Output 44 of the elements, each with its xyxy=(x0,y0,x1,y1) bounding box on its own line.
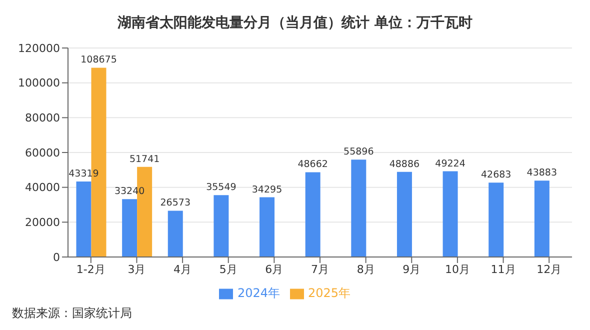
x-tick-label: 12月 xyxy=(536,262,562,276)
bar xyxy=(260,197,275,257)
data-label: 48886 xyxy=(389,158,420,170)
y-tick-label: 0 xyxy=(53,250,60,264)
data-label: 55896 xyxy=(344,146,374,158)
data-label: 35549 xyxy=(206,182,236,194)
bar xyxy=(168,210,183,257)
y-tick-label: 60000 xyxy=(25,146,60,160)
source-note: 数据来源：国家统计局 xyxy=(12,305,132,322)
x-tick-label: 5月 xyxy=(219,262,238,276)
bar xyxy=(534,180,550,257)
y-tick-label: 120000 xyxy=(18,42,60,55)
data-label: 49224 xyxy=(435,158,466,170)
data-label: 42683 xyxy=(480,170,512,181)
x-tick-label: 10月 xyxy=(444,262,470,276)
data-label: 51741 xyxy=(129,154,160,165)
x-tick-label: 6月 xyxy=(265,262,284,276)
data-label: 26573 xyxy=(160,198,190,209)
x-tick-label: 8月 xyxy=(356,262,375,276)
y-tick-label: 40000 xyxy=(25,181,60,194)
bar xyxy=(122,199,138,257)
y-tick-label: 80000 xyxy=(25,112,60,125)
bar xyxy=(76,182,92,257)
x-tick-label: 3月 xyxy=(128,262,146,276)
chart-title: 湖南省太阳能发电量分月（当月值）统计 单位：万千瓦时 xyxy=(116,14,474,33)
bar xyxy=(214,195,229,257)
x-tick-label: 11月 xyxy=(490,262,516,276)
x-tick-label: 9月 xyxy=(402,262,421,276)
bar xyxy=(488,182,504,257)
y-tick-label: 20000 xyxy=(25,216,60,230)
bar xyxy=(305,172,320,257)
y-tick-label: 100000 xyxy=(18,76,60,90)
legend-label: 2025年 xyxy=(308,286,351,300)
bar xyxy=(442,171,458,257)
data-label: 43883 xyxy=(526,168,558,179)
bar xyxy=(351,160,366,257)
x-tick-label: 4月 xyxy=(174,262,192,276)
x-tick-label: 1-2月 xyxy=(76,262,106,276)
x-tick-label: 7月 xyxy=(311,262,329,276)
data-label: 48662 xyxy=(298,159,328,170)
legend-label: 2024年 xyxy=(237,286,280,300)
bar xyxy=(396,172,412,257)
data-label: 34295 xyxy=(252,184,282,196)
data-label: 108675 xyxy=(80,54,117,66)
